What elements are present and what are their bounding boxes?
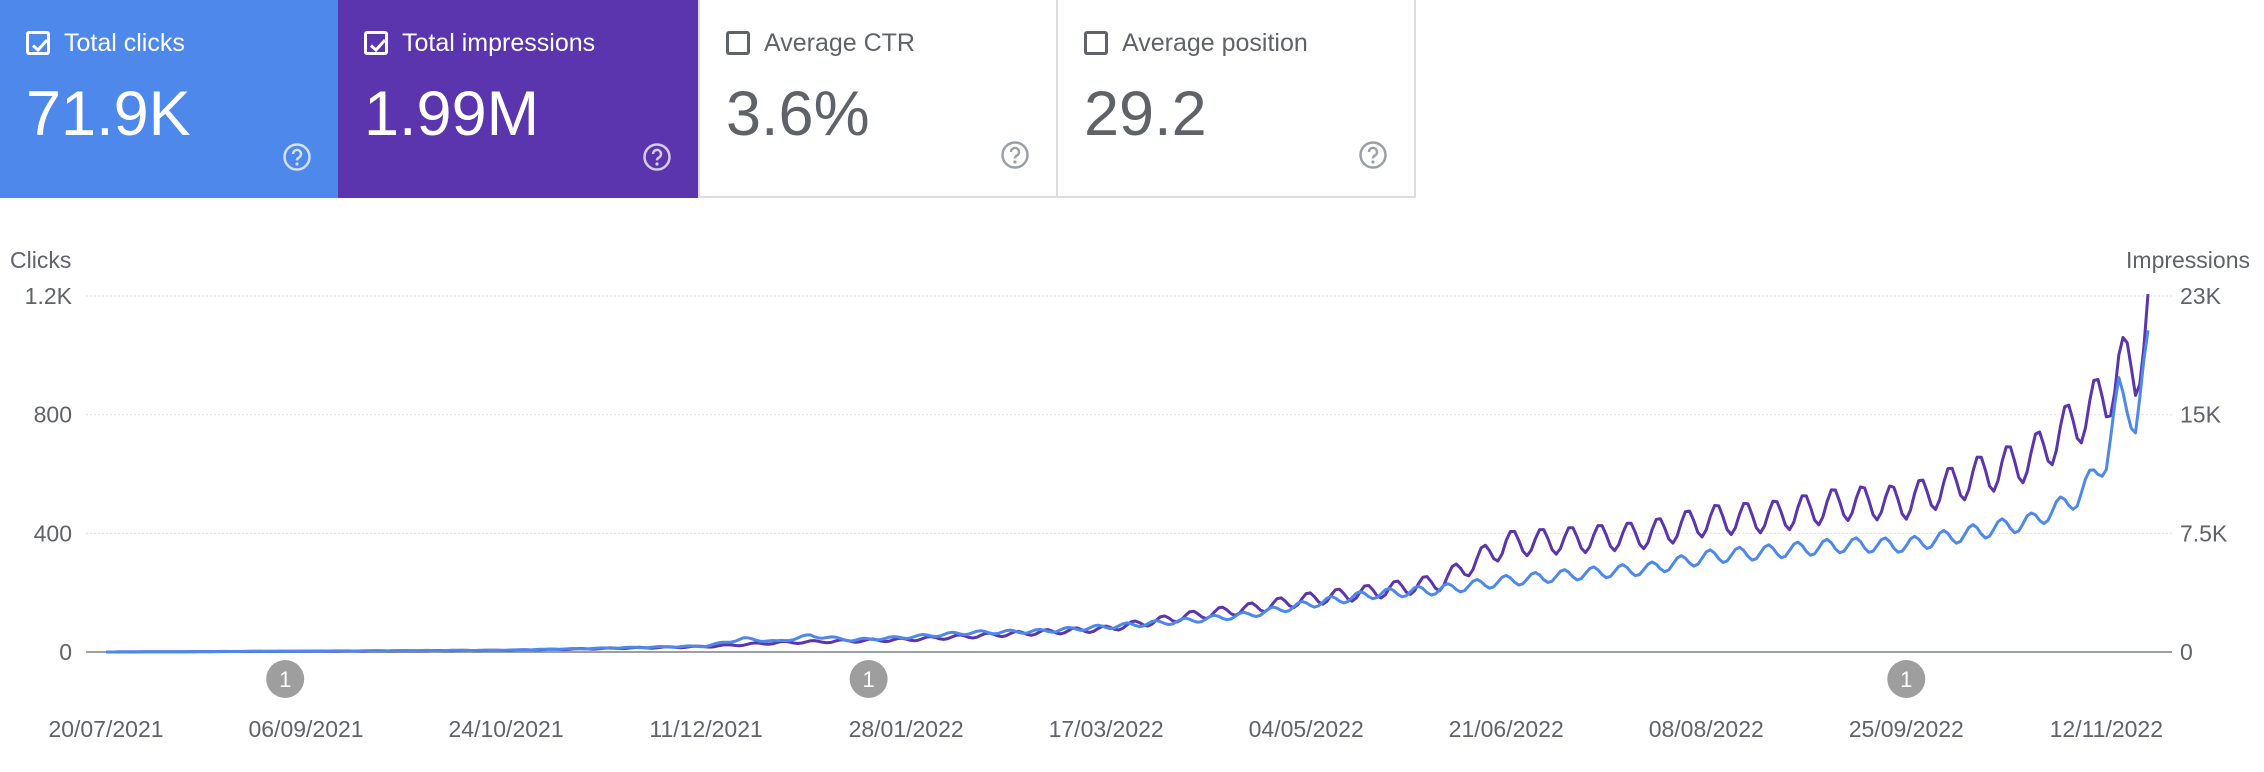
average-ctr-value: 3.6%: [726, 79, 870, 149]
x-tick-label: 11/12/2021: [649, 716, 762, 742]
left-tick-label: 1.2K: [25, 283, 73, 309]
average-position-value: 29.2: [1084, 79, 1207, 149]
total-impressions-checkbox[interactable]: [364, 31, 388, 55]
help-icon[interactable]: [282, 142, 312, 172]
total-clicks-header: Total clicks: [26, 28, 185, 58]
x-tick-label: 17/03/2022: [1049, 716, 1164, 742]
total-clicks-checkbox[interactable]: [26, 31, 50, 55]
help-icon[interactable]: [642, 142, 672, 172]
x-tick-label: 08/08/2022: [1649, 716, 1764, 742]
metric-cards: Total clicks 71.9K Total impressions 1.9…: [0, 0, 1416, 198]
x-tick-label: 20/07/2021: [48, 716, 163, 742]
help-icon[interactable]: [1358, 140, 1388, 170]
average-ctr-card[interactable]: Average CTR 3.6%: [698, 0, 1058, 198]
x-tick-label: 24/10/2021: [449, 716, 564, 742]
annotation-label: 1: [279, 667, 291, 692]
average-ctr-checkbox[interactable]: [726, 31, 750, 55]
average-ctr-header: Average CTR: [726, 28, 915, 58]
left-axis-ticks: 0 400 800 1.2K: [25, 283, 73, 665]
x-tick-label: 28/01/2022: [849, 716, 964, 742]
right-axis-title: Impressions: [2126, 247, 2250, 273]
series-lines: [106, 293, 2150, 654]
clicks-series-line: [106, 330, 2150, 654]
total-clicks-card[interactable]: Total clicks 71.9K: [0, 0, 338, 198]
average-position-label: Average position: [1122, 29, 1308, 57]
left-tick-label: 800: [34, 402, 72, 428]
x-tick-label: 06/09/2021: [248, 716, 363, 742]
annotation-markers: 1 1 1: [266, 660, 1926, 698]
average-position-checkbox[interactable]: [1084, 31, 1108, 55]
right-axis-ticks: 0 7.5K 15K 23K: [2180, 283, 2228, 665]
checkmark-icon: [31, 38, 49, 53]
total-clicks-label: Total clicks: [64, 29, 185, 57]
left-tick-label: 0: [59, 639, 72, 665]
annotation-marker[interactable]: [1887, 660, 1926, 698]
performance-chart: Clicks Impressions 0 400 800 1.2K 0 7.5K 15K 2…: [10, 247, 2250, 742]
impressions-series-line: [106, 293, 2150, 654]
right-tick-label: 7.5K: [2180, 520, 2228, 546]
total-impressions-header: Total impressions: [364, 28, 595, 58]
total-impressions-card[interactable]: Total impressions 1.99M: [338, 0, 698, 198]
left-axis-title: Clicks: [10, 247, 71, 273]
annotation-label: 1: [1900, 667, 1912, 692]
annotation-marker[interactable]: [849, 660, 888, 698]
gridlines: [86, 295, 2172, 653]
right-tick-label: 23K: [2180, 283, 2222, 309]
annotation-marker[interactable]: [266, 660, 305, 698]
average-ctr-label: Average CTR: [764, 29, 915, 57]
right-tick-label: 0: [2180, 639, 2193, 665]
x-axis-ticks: 20/07/2021 06/09/2021 24/10/2021 11/12/2021…: [48, 716, 2163, 742]
total-impressions-value: 1.99M: [364, 79, 540, 149]
x-tick-label: 21/06/2022: [1449, 716, 1564, 742]
average-position-card[interactable]: Average position 29.2: [1058, 0, 1416, 198]
average-position-header: Average position: [1084, 28, 1308, 58]
x-tick-label: 04/05/2022: [1249, 716, 1364, 742]
x-tick-label: 12/11/2022: [2050, 716, 2163, 742]
right-tick-label: 15K: [2180, 402, 2222, 428]
checkmark-icon: [369, 38, 387, 53]
help-icon[interactable]: [1000, 140, 1030, 170]
left-tick-label: 400: [34, 520, 72, 546]
total-clicks-value: 71.9K: [26, 79, 191, 149]
annotation-label: 1: [862, 667, 874, 692]
x-tick-label: 25/09/2022: [1849, 716, 1964, 742]
total-impressions-label: Total impressions: [402, 29, 596, 57]
